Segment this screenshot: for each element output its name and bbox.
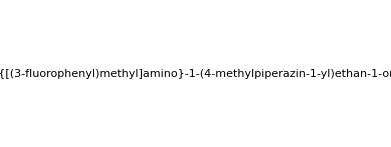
Text: 2-{[(3-fluorophenyl)methyl]amino}-1-(4-methylpiperazin-1-yl)ethan-1-one: 2-{[(3-fluorophenyl)methyl]amino}-1-(4-m…: [0, 69, 391, 78]
